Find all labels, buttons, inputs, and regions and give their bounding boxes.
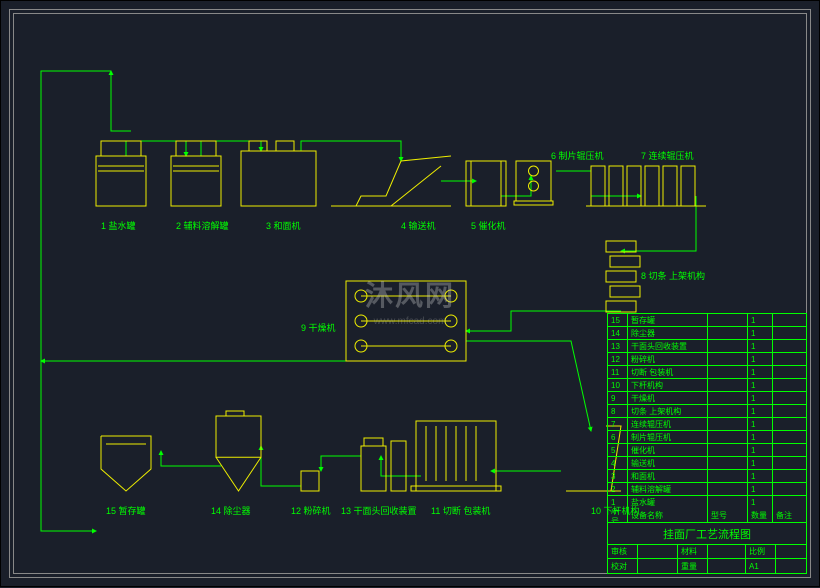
flow-line (261, 446, 301, 486)
parts-row: 1盐水罐1 (608, 496, 806, 509)
equipment-label-7: 7 连续辊压机 (641, 149, 694, 162)
flow-line (201, 141, 261, 156)
flow-line (381, 456, 421, 476)
parts-row: 12粉碎机1 (608, 353, 806, 366)
parts-row: 4输送机1 (608, 457, 806, 470)
equipment-label-6: 6 制片辊压机 (551, 149, 604, 162)
parts-row: 2辅料溶解罐1 (608, 483, 806, 496)
title-block: 15暂存罐114除尘器113干面头回收装置112粉碎机111切断 包装机110下… (607, 313, 807, 574)
equipment-label-2: 2 辅料溶解罐 (176, 219, 229, 232)
parts-header-row: 序号 设备名称 型号 数量 备注 (608, 509, 806, 523)
equipment-label-4: 4 输送机 (401, 219, 436, 232)
equipment-label-13: 13 干面头回收装置 (341, 504, 417, 517)
flow-line (466, 341, 591, 431)
parts-row: 9干燥机1 (608, 392, 806, 405)
parts-row: 6制片辊压机1 (608, 431, 806, 444)
equipment-label-12: 12 粉碎机 (291, 504, 331, 517)
parts-row: 8切条 上架机构1 (608, 405, 806, 418)
parts-row: 5催化机1 (608, 444, 806, 457)
flow-line (126, 141, 186, 156)
title-fields-1: 审核 材料 比例 (608, 545, 806, 559)
equipment-label-15: 15 暂存罐 (106, 504, 146, 517)
parts-row: 13干面头回收装置1 (608, 340, 806, 353)
equipment-label-11: 11 切断 包装机 (431, 504, 490, 517)
flow-line (321, 456, 361, 471)
flow-line (161, 451, 221, 466)
drawing-title: 挂面厂工艺流程图 (608, 523, 806, 545)
equipment-label-9: 9 干燥机 (301, 321, 336, 334)
parts-row: 15暂存罐1 (608, 314, 806, 327)
parts-row: 11切断 包装机1 (608, 366, 806, 379)
equipment-label-14: 14 除尘器 (211, 504, 251, 517)
equipment-label-3: 3 和面机 (266, 219, 301, 232)
parts-row: 7连续辊压机1 (608, 418, 806, 431)
parts-row: 3和面机1 (608, 470, 806, 483)
parts-row: 14除尘器1 (608, 327, 806, 340)
equipment-label-1: 1 盐水罐 (101, 219, 136, 232)
flow-line (466, 311, 621, 331)
equipment-label-8: 8 切条 上架机构 (641, 269, 705, 282)
flow-line (111, 71, 131, 131)
title-fields-2: 校对 重量 A1 (608, 559, 806, 573)
equipment-label-5: 5 催化机 (471, 219, 506, 232)
parts-row: 10下杆机构1 (608, 379, 806, 392)
flow-line (556, 171, 641, 196)
